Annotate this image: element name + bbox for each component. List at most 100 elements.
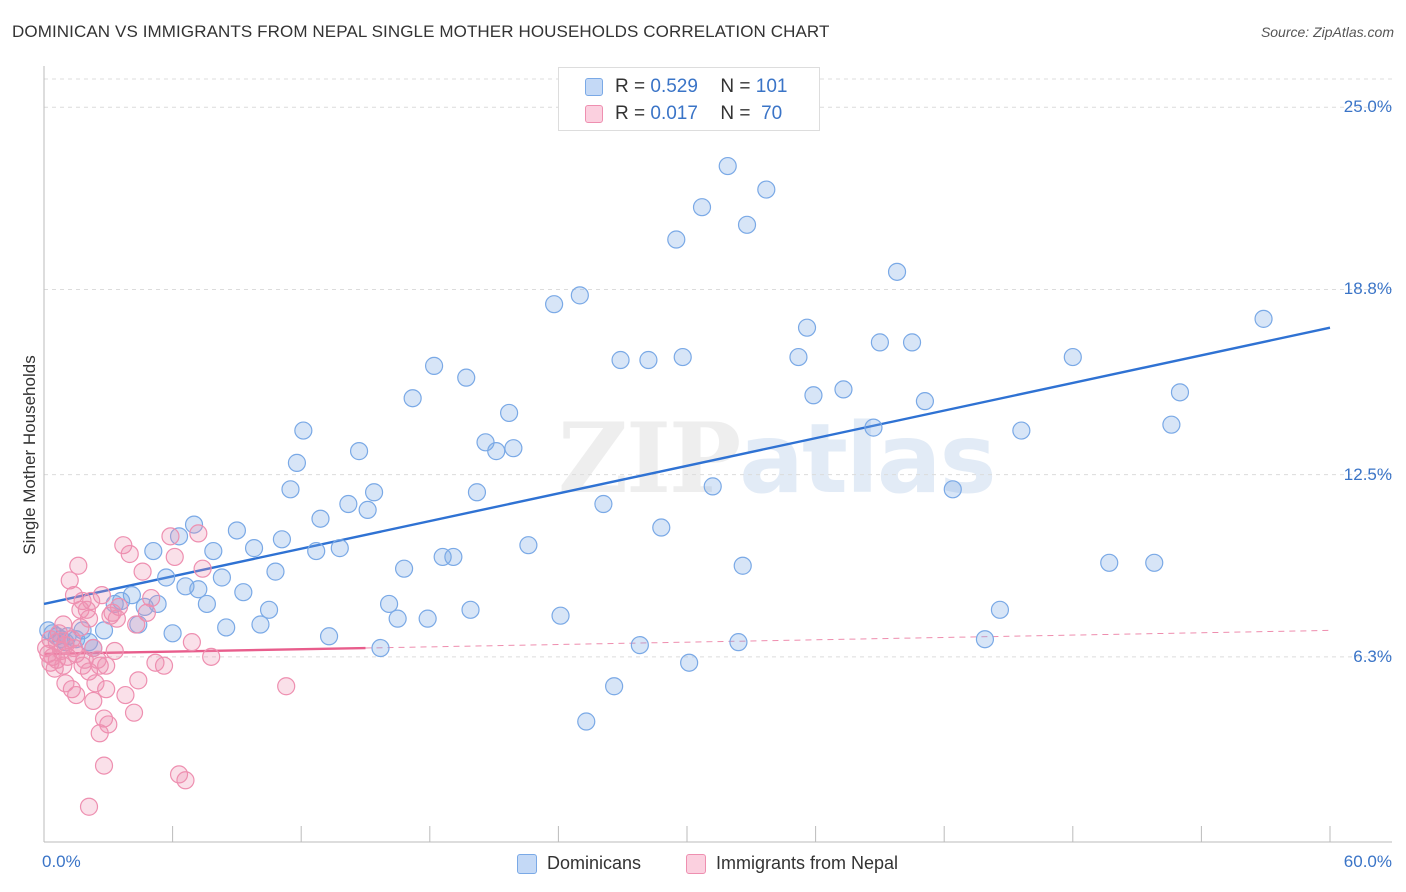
y-tick-label: 18.8% — [1343, 279, 1392, 299]
data-point — [1170, 383, 1190, 402]
series-legend: Dominicans Immigrants from Nepal — [0, 853, 1406, 877]
data-point — [259, 600, 279, 619]
data-point — [570, 286, 589, 305]
data-point — [605, 677, 624, 696]
data-point — [339, 494, 358, 514]
data-point — [197, 594, 216, 614]
data-point — [545, 295, 564, 314]
data-point — [487, 442, 506, 461]
grid-lines — [44, 78, 1392, 658]
data-point — [789, 347, 808, 367]
data-point — [433, 547, 452, 567]
data-point — [294, 421, 313, 440]
legend-swatch-nepal — [686, 853, 706, 874]
trend-line — [43, 326, 1331, 606]
watermark-zip: ZIP — [558, 402, 741, 515]
data-point — [251, 615, 270, 634]
data-point — [990, 600, 1010, 619]
data-point — [97, 680, 116, 699]
data-point — [611, 350, 630, 370]
data-point — [519, 536, 538, 555]
data-point — [107, 609, 126, 628]
data-point — [594, 494, 613, 514]
data-point — [184, 515, 204, 534]
data-point — [97, 656, 116, 675]
data-point — [364, 483, 384, 502]
trend-lines — [43, 326, 1331, 656]
data-point — [277, 677, 296, 696]
x-tick-label-min: 0.0% — [42, 852, 81, 871]
y-axis-label: Single Mother Households — [20, 355, 39, 555]
chart-title: DOMINICAN VS IMMIGRANTS FROM NEPAL SINGL… — [12, 22, 830, 41]
data-point — [379, 594, 399, 614]
data-point — [1162, 415, 1181, 434]
data-point — [84, 691, 103, 711]
data-point — [94, 756, 114, 775]
data-point — [358, 500, 377, 520]
data-point — [319, 627, 339, 646]
trend-line-extension — [365, 629, 1331, 649]
data-point — [577, 712, 596, 731]
data-point — [703, 477, 722, 496]
data-point — [217, 618, 236, 637]
data-point — [133, 562, 152, 581]
x-tick-label-max: 60.0% — [1343, 852, 1392, 871]
data-point — [287, 453, 307, 472]
data-point — [161, 527, 180, 546]
data-point — [120, 544, 139, 564]
data-point — [667, 230, 686, 249]
data-point — [116, 685, 135, 705]
data-point — [109, 597, 129, 616]
data-point — [330, 539, 349, 558]
data-point — [757, 180, 776, 199]
data-point — [189, 580, 208, 599]
data-point — [975, 630, 995, 649]
legend-r-value: 0.017 — [650, 103, 698, 124]
legend-item-nepal[interactable]: Immigrants from Nepal — [686, 853, 898, 874]
data-point — [176, 771, 195, 790]
data-point — [227, 521, 246, 540]
data-point — [79, 797, 99, 816]
data-point — [137, 603, 156, 622]
data-point — [804, 386, 823, 405]
data-point — [165, 547, 184, 567]
data-point — [424, 356, 444, 375]
data-point — [864, 418, 883, 437]
data-point — [311, 509, 330, 528]
legend-swatch-nepal — [585, 105, 603, 123]
data-point — [504, 439, 523, 458]
legend-item-dominicans[interactable]: Dominicans — [517, 853, 641, 874]
data-point — [163, 624, 182, 643]
data-point — [105, 641, 124, 661]
data-point — [797, 318, 817, 337]
data-point — [1012, 421, 1031, 440]
data-point — [266, 562, 285, 581]
data-point — [718, 156, 737, 176]
data-point — [887, 262, 907, 281]
legend-r-label: R = — [615, 76, 646, 97]
data-point — [834, 380, 853, 399]
data-point — [403, 389, 422, 408]
data-point — [281, 480, 300, 499]
correlation-legend: R = 0.529 N = 101 R = 0.017 N = 70 — [558, 67, 820, 131]
data-point — [902, 333, 922, 352]
legend-swatch-dominicans — [517, 853, 537, 874]
data-point — [733, 556, 752, 575]
data-point — [69, 556, 88, 575]
data-point — [307, 541, 326, 561]
legend-n-value: 101 — [755, 76, 788, 97]
data-point — [630, 635, 649, 655]
data-point — [92, 586, 111, 605]
data-point — [500, 403, 519, 423]
data-point — [943, 480, 962, 499]
y-tick-label: 6.3% — [1353, 646, 1392, 666]
y-tick-label: 12.5% — [1343, 464, 1392, 484]
data-point — [457, 368, 476, 387]
legend-r-value: 0.529 — [650, 76, 698, 97]
data-point — [1254, 309, 1273, 328]
legend-row-dominicans: R = 0.529 N = 101 — [585, 75, 787, 99]
data-point — [189, 524, 208, 543]
data-point — [1145, 553, 1164, 572]
data-point — [244, 539, 264, 558]
data-point — [129, 671, 148, 690]
